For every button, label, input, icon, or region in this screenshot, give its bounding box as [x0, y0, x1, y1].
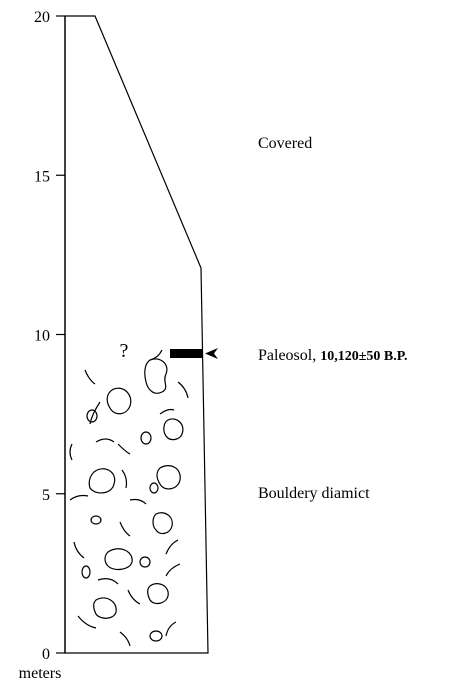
tick-label: 10 [34, 328, 50, 345]
unit-label: Paleosol, [258, 347, 316, 364]
clasts [69, 349, 189, 647]
age-label: 10,120±50 B.P. [320, 349, 407, 364]
column-outline [65, 15, 209, 654]
unit-label: Bouldery diamict [258, 485, 370, 502]
tick-label: 15 [34, 168, 50, 185]
question-mark: ? [120, 340, 129, 362]
paleosol-bar [170, 349, 202, 358]
unit-label: Paleosol, 10,120±50 B.P. [258, 347, 408, 364]
tick-label: 5 [42, 487, 50, 504]
tick-label: 0 [42, 646, 50, 663]
unit-label: Covered [258, 135, 312, 152]
tick-label: 20 [34, 9, 50, 26]
axis-label: meters [19, 665, 62, 682]
arrow [205, 348, 218, 359]
